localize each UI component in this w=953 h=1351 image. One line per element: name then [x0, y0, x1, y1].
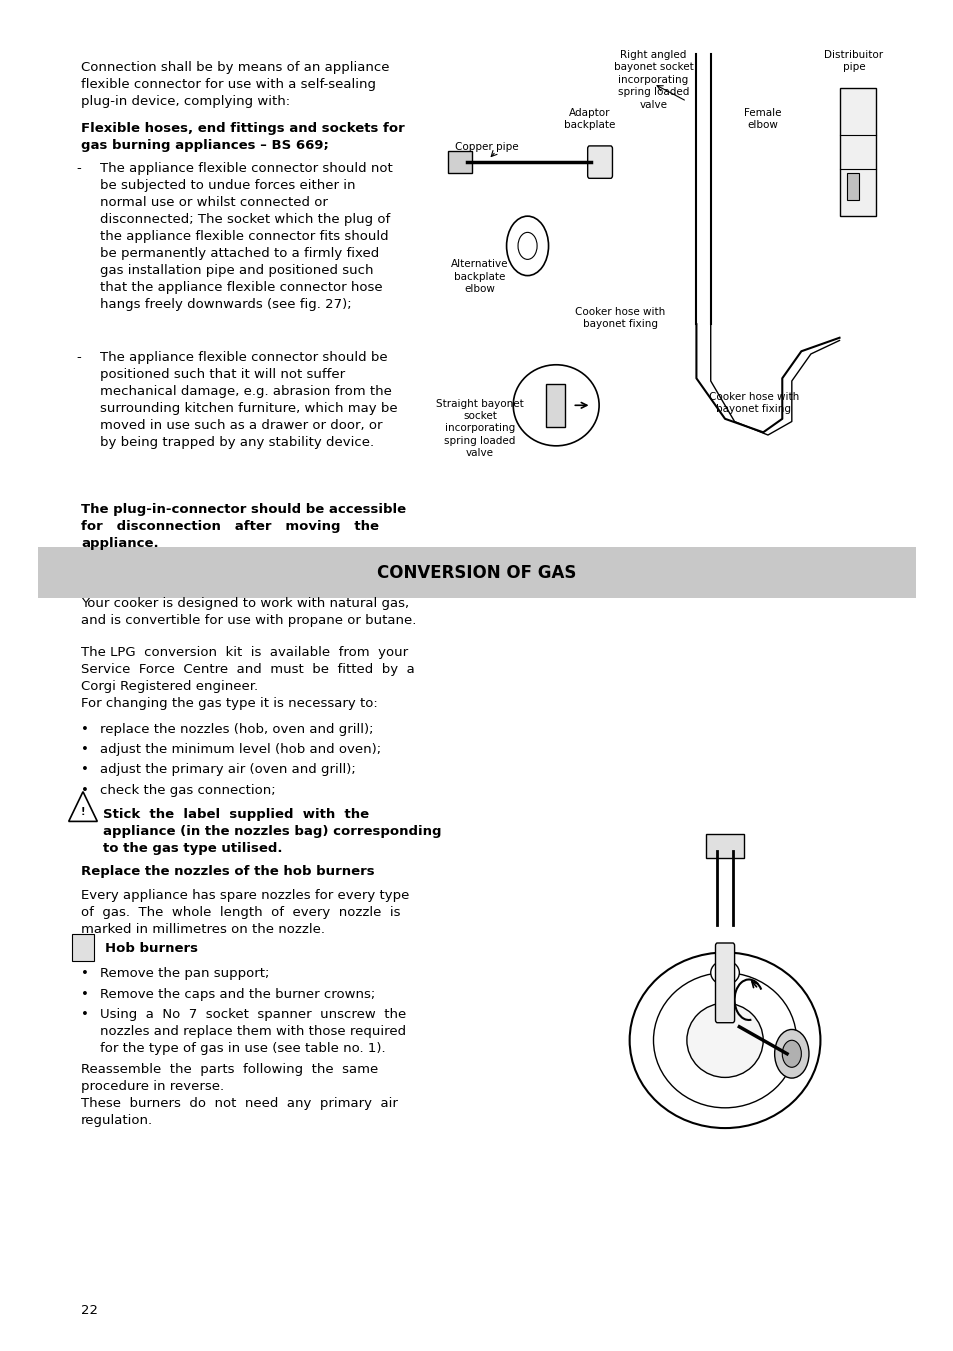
Text: Stick  the  label  supplied  with  the
appliance (in the nozzles bag) correspond: Stick the label supplied with the applia… — [103, 808, 441, 855]
Text: Adaptor
backplate: Adaptor backplate — [563, 108, 615, 131]
Text: Remove the caps and the burner crowns;: Remove the caps and the burner crowns; — [100, 988, 375, 1001]
Text: •: • — [81, 743, 89, 757]
FancyBboxPatch shape — [587, 146, 612, 178]
Text: adjust the minimum level (hob and oven);: adjust the minimum level (hob and oven); — [100, 743, 381, 757]
Text: ☞: ☞ — [77, 940, 89, 954]
Text: Remove the pan support;: Remove the pan support; — [100, 967, 270, 981]
FancyBboxPatch shape — [38, 547, 915, 598]
Text: Reassemble  the  parts  following  the  same
procedure in reverse.
These  burner: Reassemble the parts following the same … — [81, 1063, 397, 1127]
Text: Right angled
bayonet socket
incorporating
spring loaded
valve: Right angled bayonet socket incorporatin… — [613, 50, 693, 109]
Ellipse shape — [686, 1002, 762, 1078]
Text: -: - — [76, 162, 81, 176]
Text: adjust the primary air (oven and grill);: adjust the primary air (oven and grill); — [100, 763, 355, 777]
Text: Using  a  No  7  socket  spanner  unscrew  the
nozzles and replace them with tho: Using a No 7 socket spanner unscrew the … — [100, 1008, 406, 1055]
FancyBboxPatch shape — [715, 943, 734, 1023]
Text: CONVERSION OF GAS: CONVERSION OF GAS — [377, 563, 576, 582]
Text: Cooker hose with
bayonet fixing: Cooker hose with bayonet fixing — [575, 307, 664, 330]
Text: The LPG  conversion  kit  is  available  from  your
Service  Force  Centre  and : The LPG conversion kit is available from… — [81, 646, 415, 693]
Text: •: • — [81, 763, 89, 777]
Text: check the gas connection;: check the gas connection; — [100, 784, 275, 797]
FancyBboxPatch shape — [71, 934, 94, 961]
Text: Every appliance has spare nozzles for every type
of  gas.  The  whole  length  o: Every appliance has spare nozzles for ev… — [81, 889, 409, 936]
Text: -: - — [76, 351, 81, 365]
Text: •: • — [81, 723, 89, 736]
Text: Copper pipe: Copper pipe — [455, 142, 517, 151]
Text: replace the nozzles (hob, oven and grill);: replace the nozzles (hob, oven and grill… — [100, 723, 374, 736]
FancyBboxPatch shape — [448, 151, 472, 173]
Text: •: • — [81, 988, 89, 1001]
Text: 22: 22 — [81, 1304, 98, 1317]
Circle shape — [781, 1040, 801, 1067]
Text: Alternative
backplate
elbow: Alternative backplate elbow — [451, 259, 508, 295]
Text: The plug-in-connector should be accessible
for   disconnection   after   moving : The plug-in-connector should be accessib… — [81, 503, 406, 550]
Text: !: ! — [81, 807, 85, 817]
Text: Cooker hose with
bayonet fixing: Cooker hose with bayonet fixing — [708, 392, 798, 415]
Text: •: • — [81, 1008, 89, 1021]
Text: Female
elbow: Female elbow — [743, 108, 781, 131]
FancyBboxPatch shape — [545, 384, 564, 427]
Text: •: • — [81, 967, 89, 981]
FancyBboxPatch shape — [705, 834, 743, 858]
Text: Hob burners: Hob burners — [105, 942, 197, 955]
Text: Distribuitor
pipe: Distribuitor pipe — [823, 50, 882, 73]
Text: The appliance flexible connector should be
positioned such that it will not suff: The appliance flexible connector should … — [100, 351, 397, 450]
Text: •: • — [81, 784, 89, 797]
Circle shape — [774, 1029, 808, 1078]
Text: Your cooker is designed to work with natural gas,
and is convertible for use wit: Your cooker is designed to work with nat… — [81, 597, 416, 627]
Text: Connection shall be by means of an appliance
flexible connector for use with a s: Connection shall be by means of an appli… — [81, 61, 389, 108]
Text: For changing the gas type it is necessary to:: For changing the gas type it is necessar… — [81, 697, 377, 711]
FancyBboxPatch shape — [846, 173, 858, 200]
Text: Flexible hoses, end fittings and sockets for
gas burning appliances – BS 669;: Flexible hoses, end fittings and sockets… — [81, 122, 404, 151]
Text: The appliance flexible connector should not
be subjected to undue forces either : The appliance flexible connector should … — [100, 162, 393, 311]
Text: Replace the nozzles of the hob burners: Replace the nozzles of the hob burners — [81, 865, 375, 878]
FancyBboxPatch shape — [839, 88, 875, 216]
Ellipse shape — [710, 961, 739, 985]
Text: Straight bayonet
socket
incorporating
spring loaded
valve: Straight bayonet socket incorporating sp… — [436, 399, 523, 458]
